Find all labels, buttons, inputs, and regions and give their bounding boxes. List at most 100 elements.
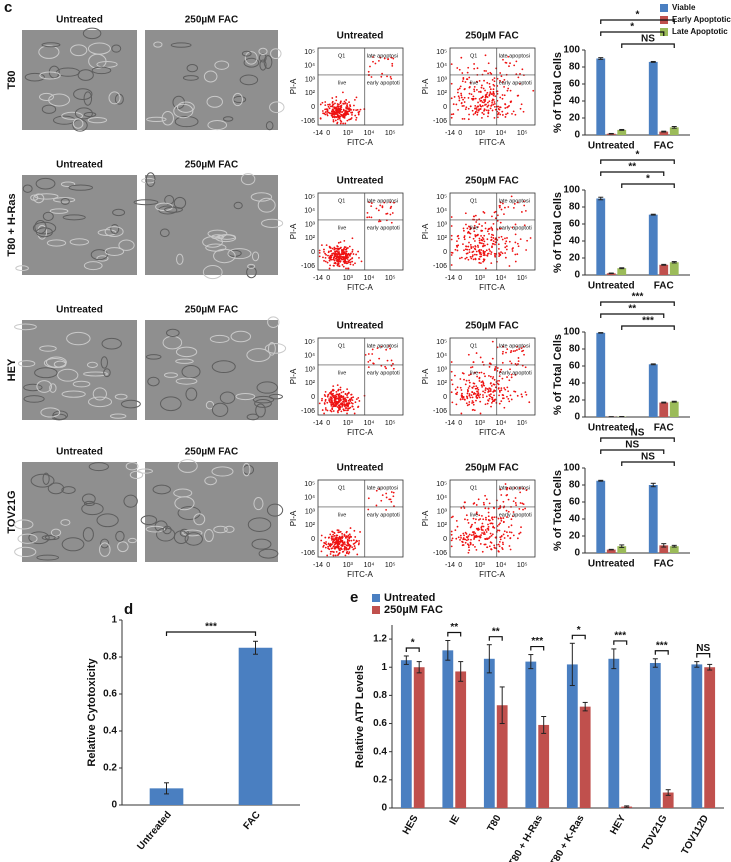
event-dot — [467, 546, 470, 549]
event-dot — [464, 541, 467, 544]
cell-shape — [23, 395, 45, 403]
event-dot — [323, 541, 326, 544]
flow-y-tick: 10³ — [437, 508, 448, 515]
event-dot — [491, 227, 494, 230]
cell-shape — [235, 392, 256, 401]
event-dot — [501, 352, 504, 355]
event-dot — [337, 411, 339, 414]
event-dot — [450, 97, 453, 100]
event-dot — [516, 349, 518, 351]
event-dot — [491, 400, 494, 403]
cell-shape — [266, 503, 284, 517]
event-dot — [333, 531, 336, 534]
event-dot — [479, 518, 482, 520]
event-dot — [341, 539, 344, 542]
error-bar — [694, 661, 700, 668]
event-dot — [507, 498, 510, 501]
quadrant-label: live — [338, 80, 346, 86]
event-dot — [532, 89, 535, 92]
event-dot — [322, 546, 325, 548]
event-dot — [463, 238, 466, 241]
event-dot — [479, 543, 482, 545]
event-dot — [471, 391, 474, 394]
event-dot — [493, 394, 495, 397]
event-dot — [355, 398, 358, 401]
event-dot — [327, 393, 330, 396]
event-dot — [473, 531, 475, 533]
event-dot — [461, 72, 464, 74]
event-dot — [323, 259, 325, 262]
event-dot — [518, 508, 521, 510]
event-dot — [357, 250, 359, 253]
event-dot — [496, 529, 499, 532]
bar — [525, 661, 537, 808]
event-dot — [514, 223, 517, 226]
event-dot — [510, 349, 513, 352]
cell-shape — [96, 255, 109, 262]
event-dot — [512, 350, 515, 353]
event-dot — [332, 389, 334, 392]
event-dot — [472, 401, 475, 404]
event-dot — [480, 97, 483, 99]
event-dot — [499, 221, 502, 224]
event-dot — [336, 253, 338, 255]
quadrant-label: Q1 — [338, 198, 345, 204]
event-dot — [346, 258, 349, 260]
event-dot — [454, 388, 457, 391]
event-dot — [474, 245, 477, 248]
event-dot — [475, 548, 478, 551]
event-dot — [504, 388, 507, 391]
event-dot — [330, 110, 333, 113]
event-dot — [332, 256, 335, 259]
event-dot — [481, 104, 484, 107]
event-dot — [388, 498, 391, 501]
event-dot — [464, 518, 466, 521]
bar — [606, 273, 616, 275]
cell-shape — [41, 535, 56, 541]
event-dot — [343, 251, 345, 254]
event-dot — [330, 404, 333, 407]
event-dot — [475, 511, 478, 514]
event-dot — [460, 506, 463, 509]
event-dot — [500, 389, 503, 392]
event-dot — [480, 230, 483, 232]
event-dot — [342, 102, 345, 105]
cell-shape — [33, 193, 45, 204]
event-dot — [502, 520, 505, 523]
event-dot — [505, 351, 507, 354]
event-dot — [504, 206, 506, 209]
cell-shape — [145, 172, 156, 187]
event-dot — [346, 392, 349, 395]
event-dot — [461, 540, 463, 543]
cell-shape — [61, 537, 85, 552]
event-dot — [339, 260, 342, 263]
cell-shape — [72, 118, 84, 129]
event-dot — [494, 366, 497, 368]
event-dot — [482, 525, 485, 528]
event-dot — [339, 241, 342, 244]
cell-shape — [118, 239, 135, 251]
micrograph — [15, 175, 137, 275]
event-dot — [487, 104, 490, 107]
event-dot — [470, 93, 473, 96]
bar — [662, 792, 674, 808]
error-bar — [650, 482, 656, 488]
x-tick-label: FAC — [654, 423, 674, 434]
flow-x-tick: -14 — [313, 562, 323, 569]
event-dot — [492, 376, 495, 378]
cell-shape — [243, 57, 260, 68]
event-dot — [343, 247, 345, 250]
event-dot — [343, 403, 346, 405]
event-dot — [462, 372, 465, 375]
event-dot — [468, 76, 471, 79]
event-dot — [339, 388, 342, 391]
error-bar — [608, 132, 614, 135]
flow-x-tick: 10³ — [343, 562, 354, 569]
significance-bracket — [600, 437, 675, 442]
event-dot — [475, 399, 477, 402]
event-dot — [484, 89, 486, 92]
event-dot — [331, 538, 334, 541]
flow-y-tick: 10³ — [305, 508, 316, 515]
event-dot — [492, 94, 495, 97]
event-dot — [335, 397, 338, 400]
